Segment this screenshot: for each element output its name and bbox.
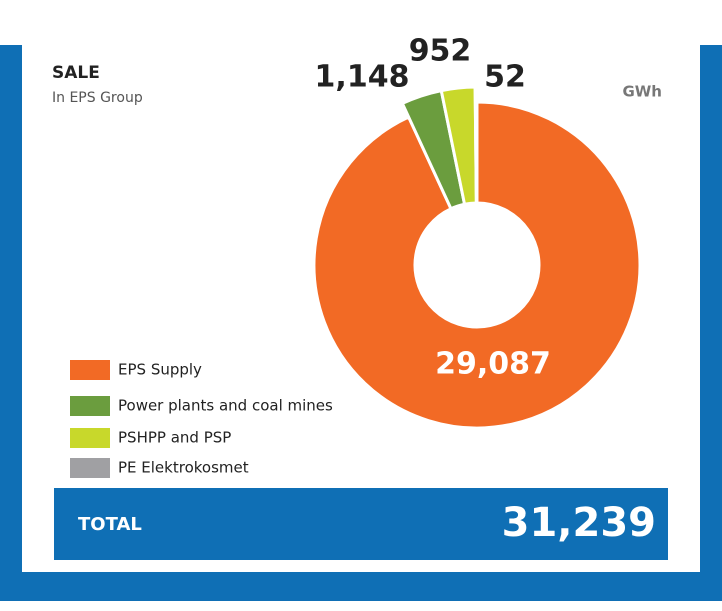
value-label: 52: [484, 60, 526, 95]
legend-swatch: [70, 458, 110, 478]
legend-label: EPS Supply: [118, 361, 202, 379]
slice: [473, 85, 479, 205]
legend-swatch: [70, 396, 110, 416]
legend-label: Power plants and coal mines: [118, 397, 333, 415]
slice: [312, 100, 642, 430]
value-label: 952: [409, 34, 472, 69]
chart-title: SALE: [52, 63, 100, 83]
total-title: TOTAL: [78, 514, 142, 535]
chart-subtitle: In EPS Group: [52, 90, 143, 106]
value-label: 29,087: [435, 347, 551, 382]
unit-label: GWh: [622, 83, 662, 101]
legend-label: PSHPP and PSP: [118, 429, 231, 447]
value-label: 1,148: [315, 60, 410, 95]
legend-label: PE Elektrokosmet: [118, 459, 249, 477]
total-bar: [54, 488, 668, 560]
legend-swatch: [70, 360, 110, 380]
legend-swatch: [70, 428, 110, 448]
total-value: 31,239: [502, 500, 656, 546]
